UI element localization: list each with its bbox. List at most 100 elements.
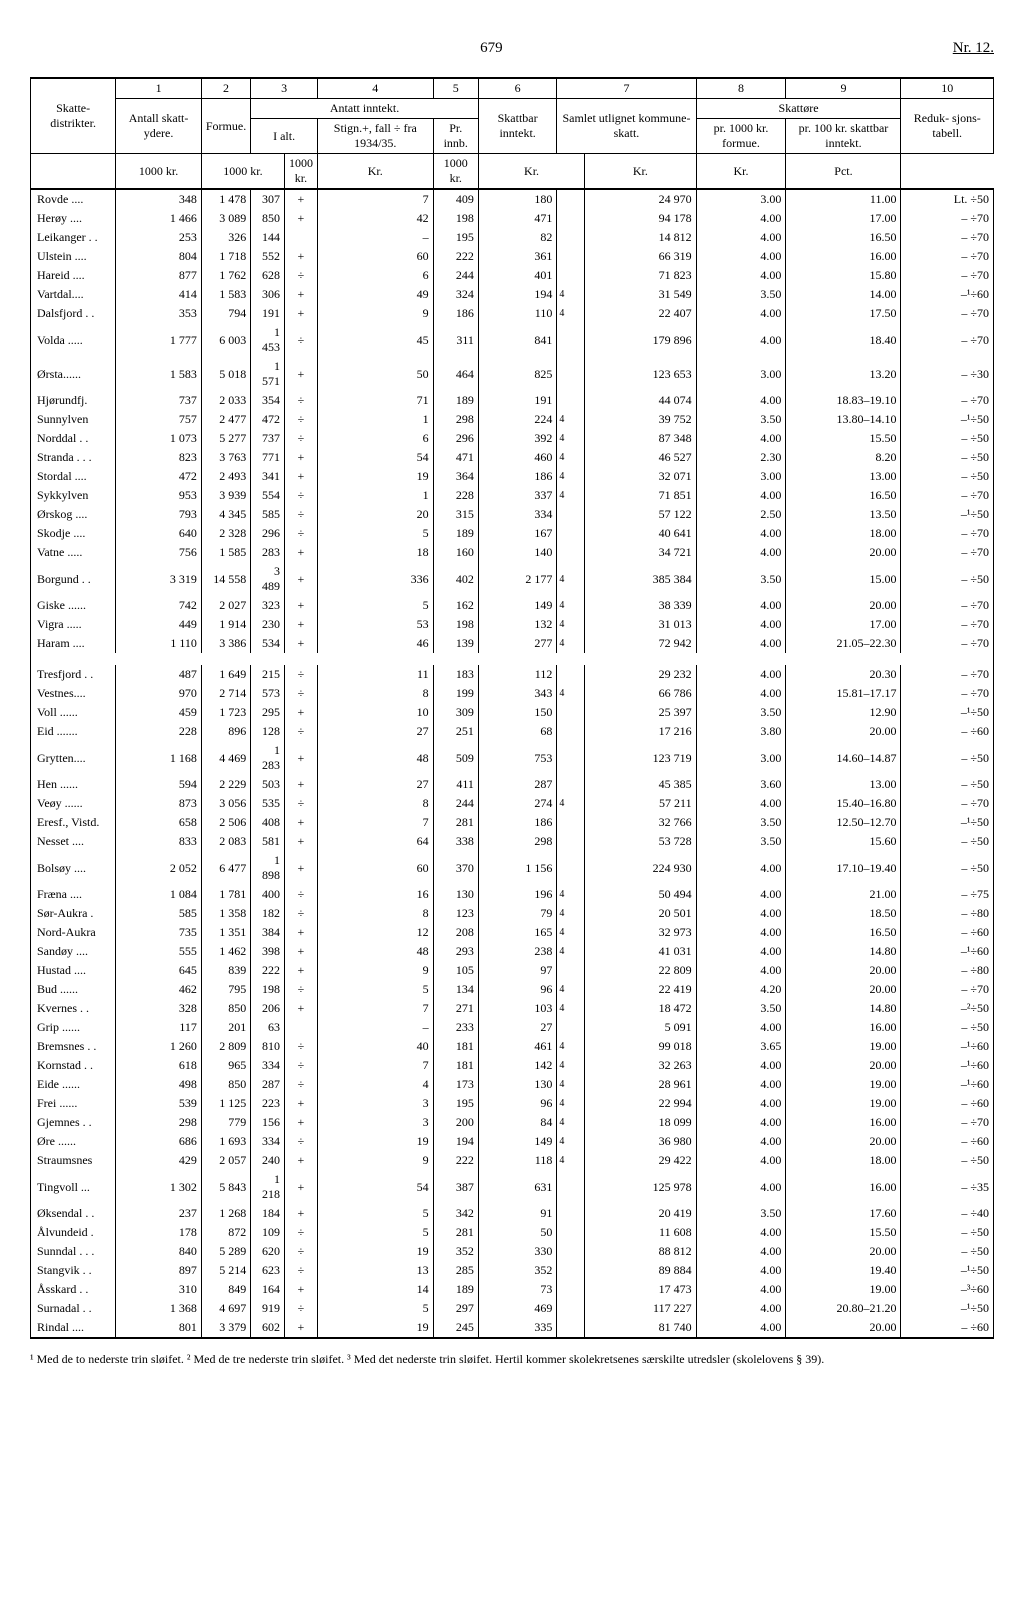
cell-ialt: 109 [251, 1223, 285, 1242]
cell-sign: + [284, 942, 317, 961]
cell-district: Bud ...... [31, 980, 116, 999]
cell-stign: 54 [317, 448, 433, 467]
cell-prinnb: 402 [433, 562, 478, 596]
cell-note7: 4 [557, 562, 585, 596]
cell-reduk: – ÷50 [901, 851, 994, 885]
cell-pr1000: 3.50 [696, 813, 786, 832]
cell-district: Grytten.... [31, 741, 116, 775]
col-stign: Stign.+, fall ÷ fra 1934/35. [317, 119, 433, 154]
cell-formue: 779 [201, 1113, 250, 1132]
table-row: Sunndal . . .8405 289620÷1935233088 8124… [31, 1242, 994, 1261]
cell-skattbar: 97 [478, 961, 556, 980]
cell-district: Ulstein .... [31, 247, 116, 266]
cell-pr1000: 3.80 [696, 722, 786, 741]
cell-skattbar: 91 [478, 1204, 556, 1223]
cell-sign: ÷ [284, 904, 317, 923]
cell-antall: 449 [116, 615, 202, 634]
cell-prinnb: 370 [433, 851, 478, 885]
cell-pr100: 20.00 [786, 1318, 901, 1338]
cell-samlet: 31 013 [585, 615, 696, 634]
cell-district: Ørskog .... [31, 505, 116, 524]
cell-ialt: 623 [251, 1261, 285, 1280]
cell-district: Sandøy .... [31, 942, 116, 961]
cell-pr100: 12.90 [786, 703, 901, 722]
cell-district: Sør-Aukra . [31, 904, 116, 923]
cell-district: Bremsnes . . [31, 1037, 116, 1056]
cell-district: Herøy .... [31, 209, 116, 228]
table-row: Rindal ....8013 379602+1924533581 7404.0… [31, 1318, 994, 1338]
cell-samlet: 29 422 [585, 1151, 696, 1170]
cell-skattbar: 343 [478, 684, 556, 703]
cell-skattbar: 167 [478, 524, 556, 543]
cell-skattbar: 401 [478, 266, 556, 285]
cell-skattbar: 2 177 [478, 562, 556, 596]
cell-prinnb: 195 [433, 228, 478, 247]
cell-sign: + [284, 615, 317, 634]
cell-antall: 298 [116, 1113, 202, 1132]
cell-skattbar: 224 [478, 410, 556, 429]
cell-pr1000: 4.00 [696, 391, 786, 410]
cell-pr100: 15.00 [786, 562, 901, 596]
cell-antall: 2 052 [116, 851, 202, 885]
cell-formue: 4 469 [201, 741, 250, 775]
cell-pr1000: 4.00 [696, 1280, 786, 1299]
cell-antall: 462 [116, 980, 202, 999]
cell-district: Borgund . . [31, 562, 116, 596]
cell-skattbar: 335 [478, 1318, 556, 1338]
cell-note7 [557, 832, 585, 851]
cell-skattbar: 461 [478, 1037, 556, 1056]
cell-pr100: 16.00 [786, 1113, 901, 1132]
cell-pr100: 19.00 [786, 1280, 901, 1299]
cell-formue: 326 [201, 228, 250, 247]
cell-note7 [557, 323, 585, 357]
cell-formue: 850 [201, 1075, 250, 1094]
table-row: Rovde ....3481 478307+740918024 9703.001… [31, 189, 994, 209]
cell-stign: 3 [317, 1113, 433, 1132]
cell-pr100: 16.00 [786, 247, 901, 266]
cell-skattbar: 274 [478, 794, 556, 813]
cell-ialt: 400 [251, 885, 285, 904]
cell-prinnb: 105 [433, 961, 478, 980]
cell-pr1000: 3.50 [696, 999, 786, 1018]
table-row: Volda .....1 7776 0031 453÷45311841179 8… [31, 323, 994, 357]
colnum-2: 2 [201, 78, 250, 99]
cell-sign: + [284, 1170, 317, 1204]
cell-antall: 1 110 [116, 634, 202, 653]
cell-stign: 13 [317, 1261, 433, 1280]
cell-stign: 8 [317, 684, 433, 703]
cell-prinnb: 296 [433, 429, 478, 448]
cell-antall: 686 [116, 1132, 202, 1151]
cell-note7 [557, 851, 585, 885]
cell-formue: 6 003 [201, 323, 250, 357]
cell-note7: 4 [557, 794, 585, 813]
table-row: Bolsøy ....2 0526 4771 898+603701 156224… [31, 851, 994, 885]
cell-skattbar: 469 [478, 1299, 556, 1318]
cell-ialt: 156 [251, 1113, 285, 1132]
cell-formue: 794 [201, 304, 250, 323]
table-row: Grytten....1 1684 4691 283+48509753123 7… [31, 741, 994, 775]
cell-note7: 4 [557, 1037, 585, 1056]
cell-pr100: 17.00 [786, 209, 901, 228]
colnum-10: 10 [901, 78, 994, 99]
cell-pr100: 17.10–19.40 [786, 851, 901, 885]
cell-prinnb: 189 [433, 1280, 478, 1299]
cell-prinnb: 251 [433, 722, 478, 741]
table-row: Sandøy ....5551 462398+48293238441 0314.… [31, 942, 994, 961]
cell-reduk: – ÷40 [901, 1204, 994, 1223]
table-row: Eid .......228896128÷272516817 2163.8020… [31, 722, 994, 741]
cell-ialt: 919 [251, 1299, 285, 1318]
cell-ialt: 206 [251, 999, 285, 1018]
cell-stign: 5 [317, 980, 433, 999]
cell-prinnb: 311 [433, 323, 478, 357]
cell-antall: 953 [116, 486, 202, 505]
cell-reduk: – ÷70 [901, 980, 994, 999]
cell-pr100: 16.50 [786, 923, 901, 942]
cell-prinnb: 244 [433, 794, 478, 813]
cell-prinnb: 271 [433, 999, 478, 1018]
cell-district: Kvernes . . [31, 999, 116, 1018]
cell-note7: 4 [557, 615, 585, 634]
cell-antall: 735 [116, 923, 202, 942]
cell-ialt: 1 218 [251, 1170, 285, 1204]
cell-note7: 4 [557, 634, 585, 653]
cell-skattbar: 165 [478, 923, 556, 942]
